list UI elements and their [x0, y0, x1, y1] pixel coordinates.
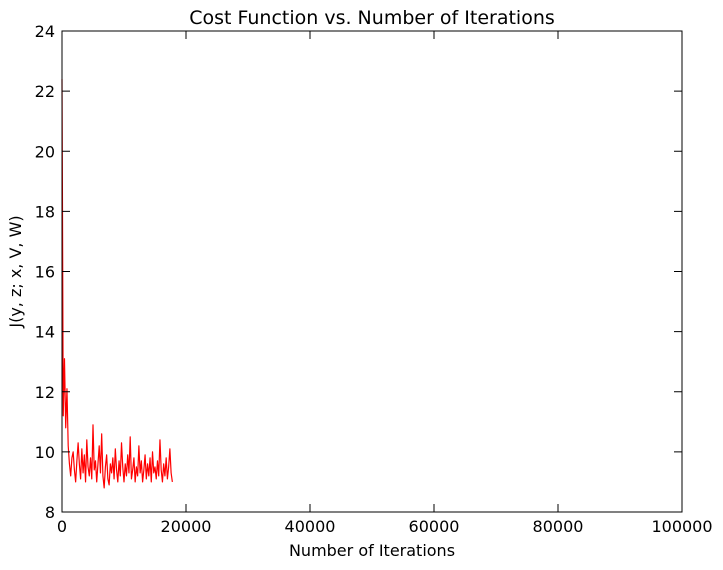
plot-frame	[61, 30, 683, 513]
y-tick-label: 10	[35, 443, 55, 462]
chart-title: Cost Function vs. Number of Iterations	[189, 7, 555, 29]
y-tick-label: 18	[35, 202, 55, 221]
x-tick-label: 80000	[533, 517, 584, 536]
x-tick-label: 60000	[409, 517, 460, 536]
y-tick-label: 16	[35, 263, 55, 282]
series-line-cost	[61, 79, 173, 489]
y-tick-label: 24	[35, 22, 55, 41]
x-tick-label: 100000	[651, 517, 712, 536]
ticks-layer: 0 20000 40000 60000 80000 100000 8 10 12 14 16 18 20…	[35, 22, 713, 536]
y-tick-label: 12	[35, 383, 55, 402]
x-tick-label: 40000	[285, 517, 336, 536]
x-tick-label: 20000	[161, 517, 212, 536]
y-tick-label: 14	[35, 323, 55, 342]
x-tick-label: 0	[57, 517, 67, 536]
y-axis-label: J(y, z; x, V, W)	[6, 215, 25, 328]
series-layer	[61, 79, 173, 489]
y-tick-label: 20	[35, 142, 55, 161]
y-tick-label: 22	[35, 82, 55, 101]
x-axis-label: Number of Iterations	[289, 541, 455, 560]
y-tick-label: 8	[45, 503, 55, 522]
